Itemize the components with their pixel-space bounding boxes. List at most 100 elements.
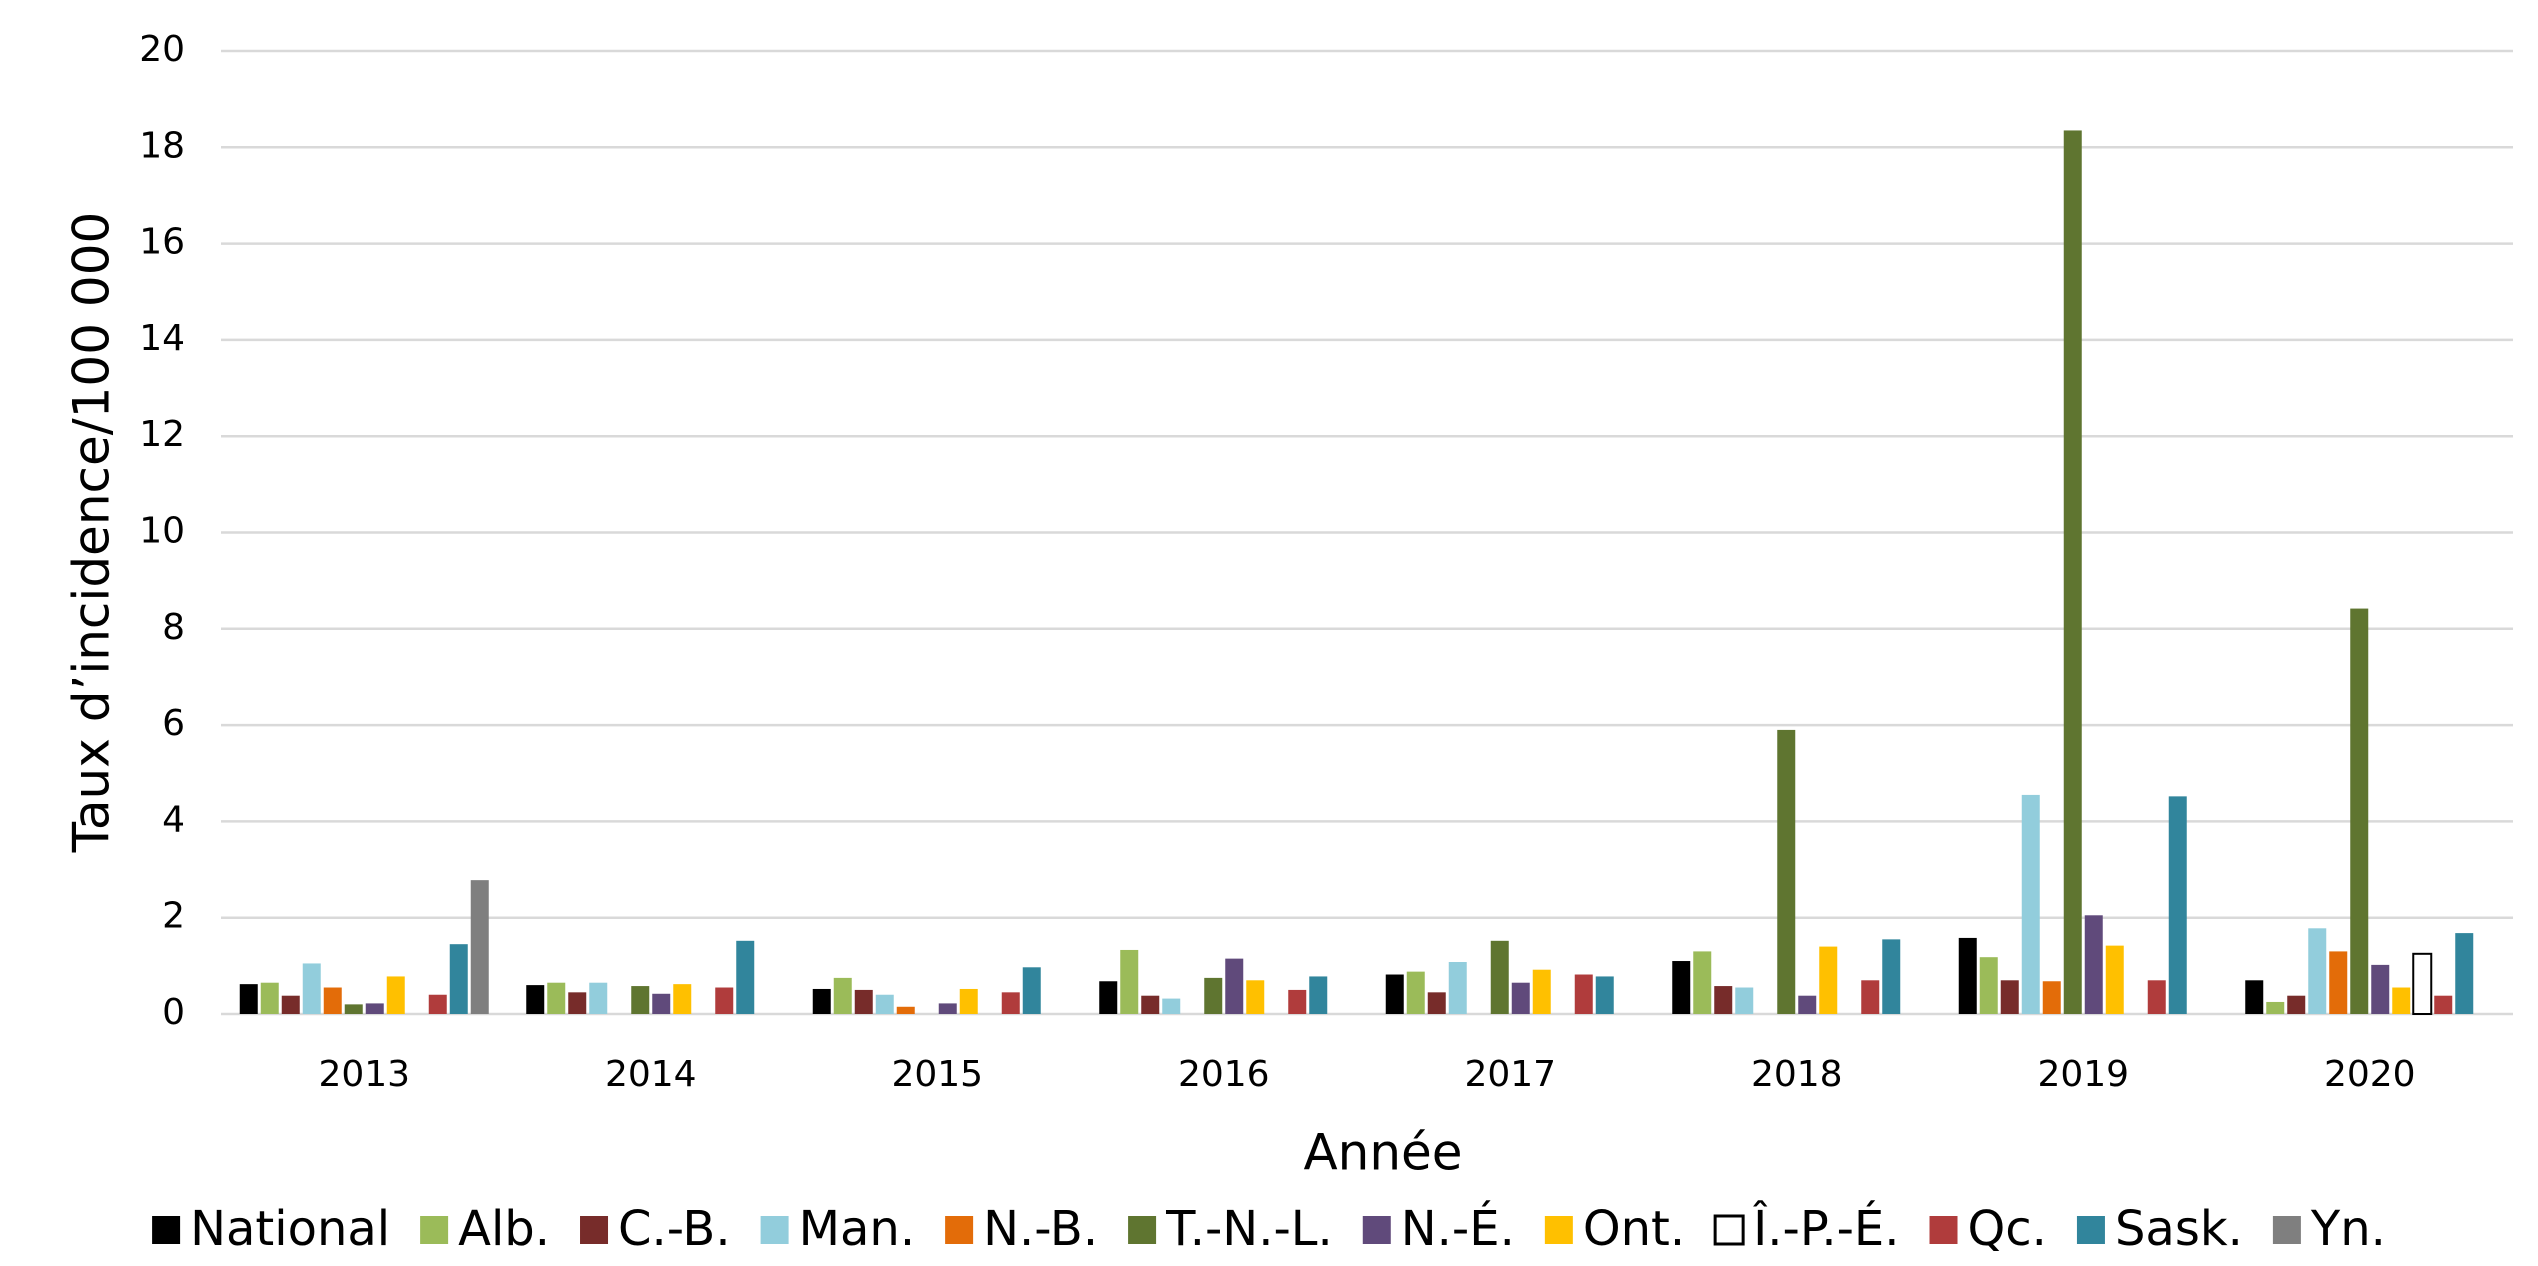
bar [2434,995,2453,1014]
bar [2392,987,2411,1014]
bar [547,982,566,1014]
bar [1162,998,1181,1014]
bar [833,977,852,1014]
y-tick-label: 14 [139,318,185,359]
legend-label: Sask. [2115,1201,2243,1257]
bar [715,987,734,1014]
y-tick-label: 0 [162,992,185,1033]
bar [1099,981,1118,1014]
bar [673,984,692,1014]
legend-marker [1929,1216,1958,1244]
x-tick-label: 2014 [605,1054,697,1095]
x-tick-label: 2016 [1178,1054,1270,1095]
legend-label: N.-É. [1401,1200,1515,1257]
bar [2350,608,2369,1014]
bar [2266,1001,2285,1014]
y-tick-label: 16 [139,222,185,263]
bar [2245,980,2264,1014]
bar [344,1004,363,1014]
x-tick-label: 2018 [1751,1054,1843,1095]
y-tick-label: 2 [162,896,185,937]
x-axis-title: Année [1303,1124,1462,1182]
bar [1448,961,1467,1014]
legend-label: National [190,1201,390,1257]
bar [1246,980,1265,1014]
y-tick-label: 10 [139,511,185,552]
legend-label: Alb. [458,1201,550,1257]
x-tick-label: 2017 [1464,1054,1556,1095]
bar [854,989,873,1014]
legend-marker [420,1216,449,1244]
legend-marker [1544,1216,1573,1244]
bar [736,940,755,1014]
bar [875,994,894,1014]
bar [2105,945,2124,1014]
bar [2371,964,2390,1014]
bar [365,1003,384,1014]
bar [2084,915,2103,1014]
bar [323,987,342,1014]
bar [589,982,608,1014]
y-tick-label: 20 [139,29,185,70]
bar [1204,977,1223,1014]
legend-marker [945,1216,974,1244]
bar [526,985,545,1014]
bar [1958,937,1977,1014]
bar [1532,969,1551,1014]
legend-marker [152,1216,181,1244]
bar [428,994,447,1014]
legend-marker [1362,1216,1391,1244]
bar [938,1003,957,1014]
legend-label: N.-B. [983,1201,1098,1257]
y-tick-label: 8 [162,607,185,648]
bar [896,1006,915,1014]
bar [1595,976,1614,1014]
bar [1288,989,1307,1014]
bar [1141,995,1160,1014]
legend-label: Î.-P.-É. [1752,1200,1899,1257]
bar [2063,130,2082,1014]
legend-label: C.-B. [618,1201,731,1257]
bar [239,984,258,1014]
bar [1490,940,1509,1014]
bar [386,976,405,1014]
bar [1385,974,1404,1014]
bar [2147,980,2166,1014]
bar [302,963,321,1014]
bar [1022,967,1041,1014]
bar [2168,796,2187,1014]
y-tick-label: 18 [139,125,185,166]
bar [1427,992,1446,1014]
bar [1001,992,1020,1014]
bar [2021,794,2040,1014]
x-tick-label: 2020 [2324,1054,2416,1095]
bar [1735,987,1754,1014]
bar [2412,952,2433,1015]
y-tick-label: 12 [139,414,185,455]
legend-label: T.-N.-L. [1165,1201,1333,1257]
bar [568,992,587,1014]
bar [1672,961,1691,1014]
legend-marker [1128,1216,1157,1244]
bar [260,982,279,1014]
y-tick-label: 4 [162,799,185,840]
bar [2287,995,2306,1014]
legend-label: Ont. [1583,1201,1685,1257]
bar [1225,958,1244,1014]
bar [1693,951,1712,1014]
legend-marker [760,1216,789,1244]
bar [1979,957,1998,1014]
legend-label: Qc. [1968,1201,2047,1257]
bar [2308,928,2327,1014]
bar [1714,986,1733,1014]
bar [470,880,489,1014]
bar [281,995,300,1014]
bar [1120,949,1139,1014]
bar [1309,976,1328,1014]
bar [1406,971,1425,1014]
bar [1511,982,1530,1014]
bar [2455,933,2474,1014]
bar [1777,729,1796,1014]
legend-label: Man. [799,1201,916,1257]
